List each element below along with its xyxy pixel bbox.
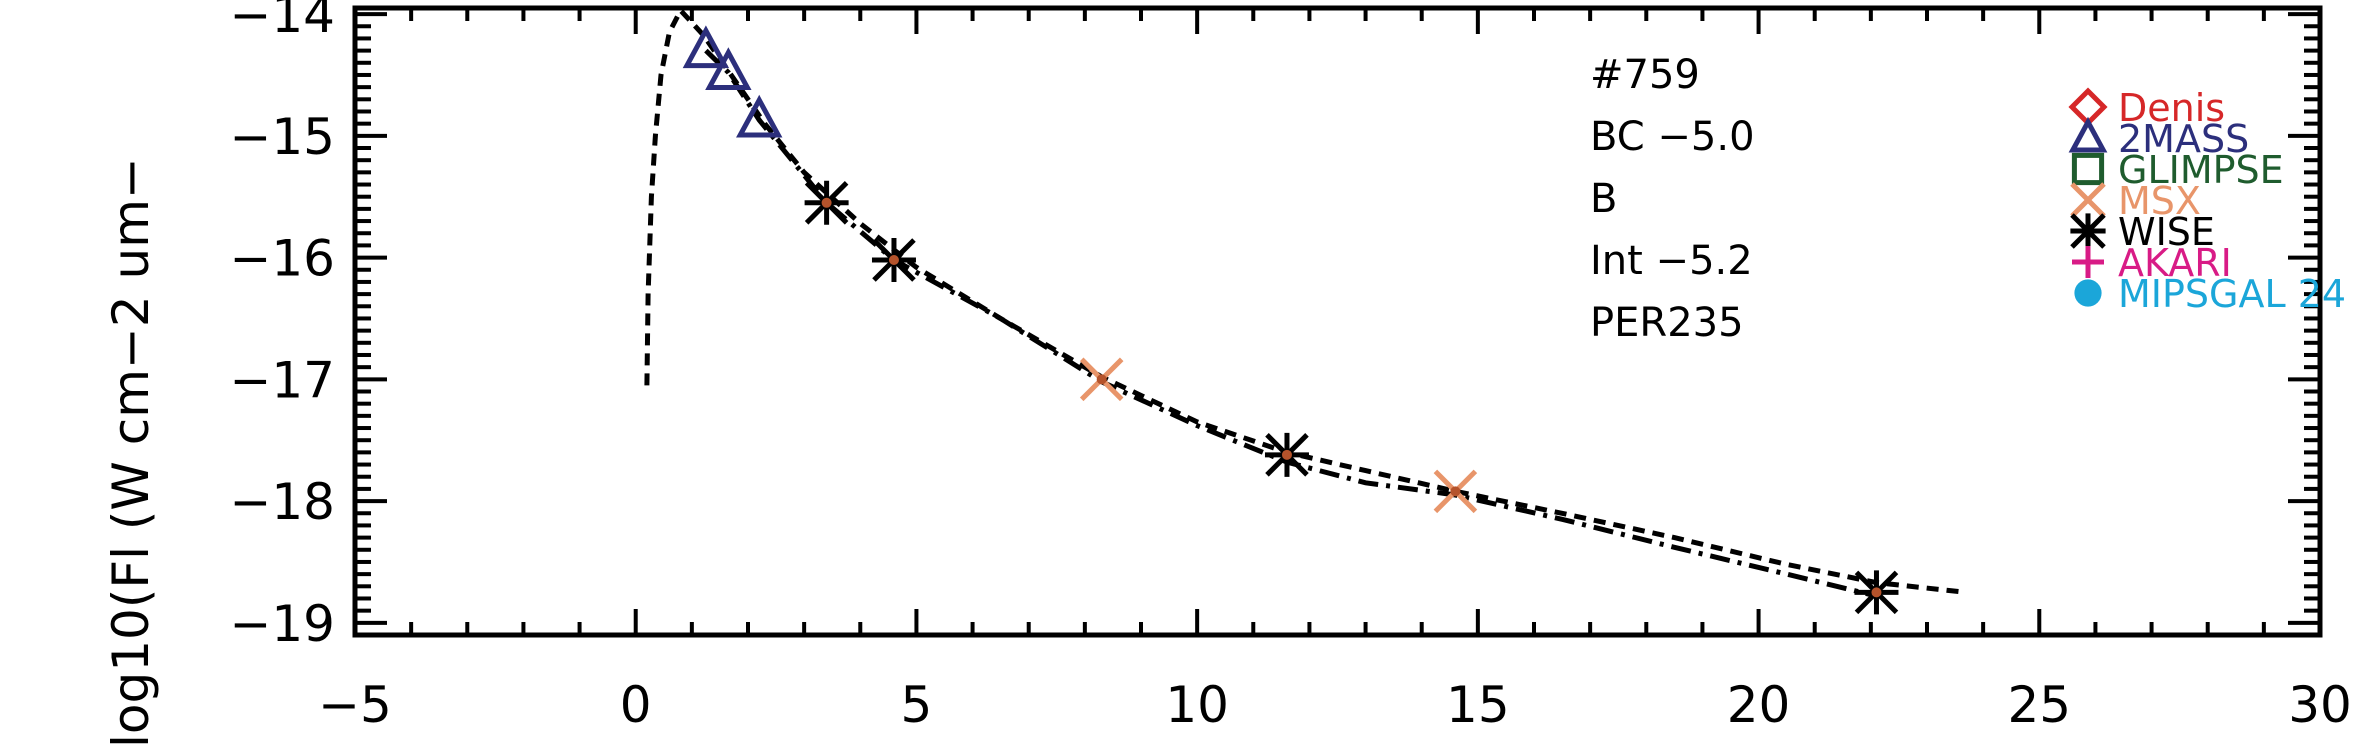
legend-label: MIPSGAL 24 [2118, 272, 2346, 316]
y-tick-label: −18 [229, 473, 335, 531]
2mass-point [736, 94, 783, 138]
legend-item: MIPSGAL 24 [2074, 272, 2346, 316]
2mass-point [682, 25, 730, 69]
x-tick-label: 10 [1165, 676, 1229, 734]
legend-item: MSX [2070, 179, 2201, 223]
x-tick-label: −5 [318, 676, 392, 734]
point-center-dot [821, 197, 832, 208]
annotation-line: B [1590, 176, 1617, 222]
plot-frame [352, 5, 2323, 638]
legend-label: MSX [2118, 179, 2201, 223]
point-center-dot [888, 255, 899, 266]
y-tick-label: −19 [229, 595, 335, 653]
point-center-dot [1450, 486, 1461, 497]
legend-marker [2074, 279, 2102, 307]
y-tick-label: −15 [229, 108, 335, 166]
x-tick-label: 15 [1446, 676, 1510, 734]
legend-marker [2071, 152, 2105, 186]
point-center-dot [1096, 374, 1107, 385]
legend-label: GLIMPSE [2118, 148, 2284, 192]
annotation-line: Int −5.2 [1590, 238, 1753, 284]
y-tick-label: −14 [229, 0, 335, 44]
annotation-line: PER235 [1590, 300, 1744, 346]
legend-label: Denis [2118, 86, 2225, 130]
legend-marker [2070, 182, 2106, 218]
legend-label: AKARI [2118, 241, 2232, 285]
point-center-dot [1871, 587, 1882, 598]
y-tick-labels: −19 −18 −17 −16 −15 −14 [229, 0, 335, 653]
x-tick-label: 20 [1727, 676, 1791, 734]
2mass-point [705, 47, 752, 91]
legend-marker [2068, 116, 2108, 153]
x-tick-label: 0 [620, 676, 652, 734]
y-tick-label: −16 [229, 230, 335, 288]
x-tick-label: 30 [2288, 676, 2352, 734]
y-tick-label: −17 [229, 351, 335, 409]
legend-label: WISE [2118, 210, 2215, 254]
x-tick-label: 25 [2007, 676, 2071, 734]
y-axis-label: log10(Fl (W cm−2 um− [102, 157, 160, 748]
point-center-dot [1281, 449, 1292, 460]
data-points [682, 25, 1899, 615]
model-curves [644, 8, 1967, 599]
annotation-line: #759 [1590, 52, 1700, 98]
legend-marker [2070, 213, 2106, 249]
dashed-model-line [644, 8, 1967, 595]
x-axis-ticks [353, 8, 2322, 635]
annotation-block: #759 BC −5.0 B Int −5.2 PER235 [1590, 52, 1755, 346]
legend-marker [2072, 246, 2104, 278]
x-tick-labels: −5 0 5 10 15 20 25 30 [318, 676, 2352, 734]
legend-item: GLIMPSE [2071, 148, 2284, 192]
x-tick-label: 5 [901, 676, 933, 734]
legend-label: 2MASS [2118, 117, 2249, 161]
legend-item: 2MASS [2068, 116, 2249, 161]
legend-item: AKARI [2072, 241, 2232, 285]
y-axis-ticks [355, 12, 2320, 637]
dashdot-model-line [704, 48, 1878, 599]
annotation-line: BC −5.0 [1590, 114, 1755, 160]
plot-border [352, 5, 2323, 638]
legend-item: Denis [2068, 86, 2225, 130]
legend-item: WISE [2070, 210, 2215, 254]
